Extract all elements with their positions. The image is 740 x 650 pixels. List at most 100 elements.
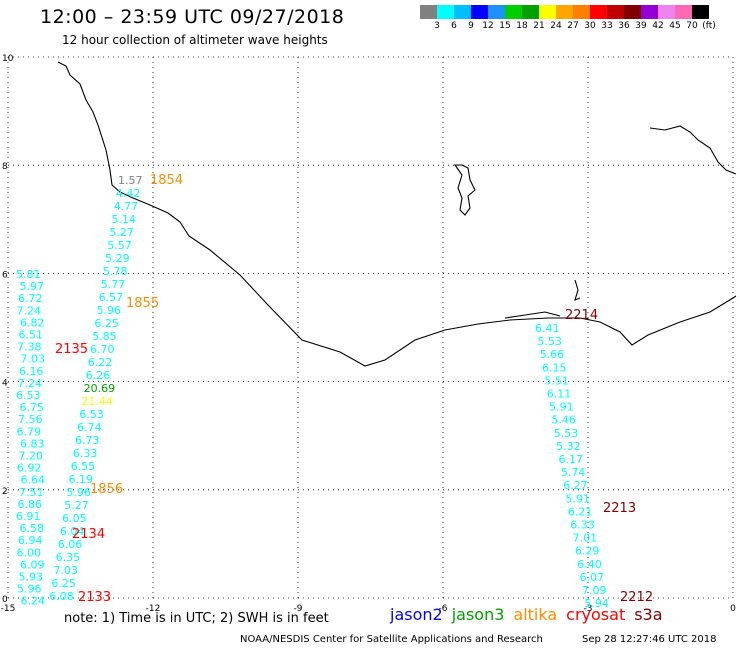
swh-value-track-a: 5.29 (105, 252, 130, 265)
swh-value-track-a: 4.42 (116, 187, 141, 200)
swh-value-track-a: 21.44 (81, 395, 113, 408)
coastline (57, 61, 737, 367)
gridlines (7, 56, 734, 599)
x-tick-label: 0 (730, 604, 736, 614)
scale-label: 21 (533, 21, 545, 31)
scale-label: 30 (584, 21, 596, 31)
scale-label: (ft) (702, 21, 716, 31)
swh-value-track-a: 6.05 (62, 512, 87, 525)
swh-value-track-a: 1.57 (118, 174, 143, 187)
swh-value-track-b: 6.51 (19, 329, 44, 342)
swh-value-track-c: 6.15 (542, 361, 567, 374)
swh-value-track-b: 6.53 (16, 389, 41, 402)
scale-label: 33 (601, 21, 613, 31)
scale-label: 9 (468, 21, 474, 31)
swh-value-track-a: 5.27 (64, 499, 89, 512)
scale-swatch (675, 5, 692, 19)
scale-label: 42 (652, 21, 664, 31)
swh-value-track-a: 6.06 (58, 538, 83, 551)
swh-value-track-a: 6.57 (99, 291, 124, 304)
swh-value-track-b: 6.83 (20, 437, 45, 450)
swh-value-track-c: 6.33 (570, 519, 595, 532)
scale-label: 45 (669, 21, 681, 31)
x-tick-label: -15 (1, 604, 16, 614)
swh-value-track-b: 6.00 (17, 546, 42, 559)
swh-value-track-c: 7.01 (573, 532, 598, 545)
axis-ticks: -15 -12 -9 -6 -3 0 0 2 4 6 8 10 (1, 54, 736, 614)
swh-value-track-c: 6.11 (547, 388, 572, 401)
footer-timestamp: Sep 28 12:27:46 UTC 2018 (582, 634, 717, 645)
legend-item-s3a: s3a (634, 605, 663, 624)
y-tick-label: 6 (2, 270, 8, 280)
x-tick-label: -12 (146, 604, 161, 614)
island-east-path (649, 125, 737, 175)
swh-value-track-c: 6.29 (575, 545, 600, 558)
pass-time-label: 2213 (603, 501, 636, 516)
swh-value-track-c: 5.94 (584, 597, 609, 610)
swh-value-track-b: 6.64 (21, 474, 46, 487)
swh-value-track-c: 5.51 (544, 374, 569, 387)
scale-label: 27 (567, 21, 579, 31)
swh-value-track-a: 5.57 (107, 239, 132, 252)
swh-value-track-c: 6.21 (568, 505, 593, 518)
swh-value-track-a: 6.22 (88, 356, 113, 369)
swh-value-track-a: 20.69 (84, 382, 116, 395)
pass-time-label: 1856 (90, 482, 123, 497)
scale-swatch (471, 5, 488, 19)
island-small-path (574, 279, 581, 301)
scale-swatch (590, 5, 607, 19)
swh-value-track-b: 7.03 (21, 353, 46, 366)
swh-value-track-c: 5.46 (551, 414, 576, 427)
y-tick-label: 10 (2, 54, 14, 64)
pass-time-label: 2135 (55, 342, 88, 357)
legend-item-cryosat: cryosat (566, 605, 626, 624)
scale-label: 12 (482, 21, 494, 31)
scale-swatch (624, 5, 641, 19)
pass-time-label: 2212 (620, 590, 653, 605)
x-tick-label: -3 (584, 604, 593, 614)
units-note: note: 1) Time is in UTC; 2) SWH is in fe… (64, 611, 329, 626)
scale-label: 3 (434, 21, 440, 31)
swh-value-track-b: 6.75 (20, 401, 45, 414)
scale-swatch (692, 5, 709, 19)
pass-time-label: 1855 (126, 296, 159, 311)
scale-swatch (454, 5, 471, 19)
island-west-path (453, 164, 476, 216)
swh-value-track-a: 4.77 (114, 200, 139, 213)
swh-value-track-c: 5.91 (549, 401, 574, 414)
swh-value-track-b: 7.20 (19, 450, 44, 463)
swh-value-track-b: 6.94 (18, 534, 43, 547)
color-scale-labels: 3 6 9 12 15 18 21 24 27 30 33 36 39 42 45 70 (ft) (420, 21, 740, 35)
swh-value-track-b: 5.93 (19, 571, 44, 584)
scale-swatch (641, 5, 658, 19)
swh-value-track-c: 5.74 (561, 466, 586, 479)
legend-item-altika: altika (513, 605, 558, 624)
scale-label: 70 (686, 21, 698, 31)
swh-value-track-c: 6.07 (580, 571, 605, 584)
swh-value-track-a: 6.25 (94, 317, 119, 330)
swh-value-track-b: 6.09 (20, 558, 45, 571)
swh-value-track-a: 6.26 (86, 369, 111, 382)
scale-swatch (420, 5, 437, 19)
swh-value-track-c: 5.53 (537, 335, 562, 348)
swh-value-track-c: 6.41 (535, 322, 560, 335)
swh-value-track-b: 7.56 (18, 413, 43, 426)
scale-label: 15 (499, 21, 511, 31)
swh-value-track-a: 6.73 (75, 434, 100, 447)
footer-credit: NOAA/NESDIS Center for Satellite Applica… (240, 634, 543, 645)
scale-swatch (573, 5, 590, 19)
swh-value-track-b: 6.92 (17, 462, 42, 475)
x-tick-label: -6 (439, 604, 448, 614)
scale-swatch (539, 5, 556, 19)
swh-value-track-a: 6.55 (71, 460, 96, 473)
legend-item-jason3: jason3 (451, 605, 505, 624)
color-scale (420, 5, 709, 19)
scale-swatch (522, 5, 539, 19)
swh-value-track-c: 6.40 (577, 558, 602, 571)
swh-value-track-b: 6.82 (20, 316, 45, 329)
swh-value-track-c: 6.27 (563, 479, 588, 492)
swh-value-track-b: 6.91 (16, 510, 41, 523)
swh-value-track-a: 5.78 (103, 265, 128, 278)
swh-value-track-a: 6.33 (73, 447, 98, 460)
